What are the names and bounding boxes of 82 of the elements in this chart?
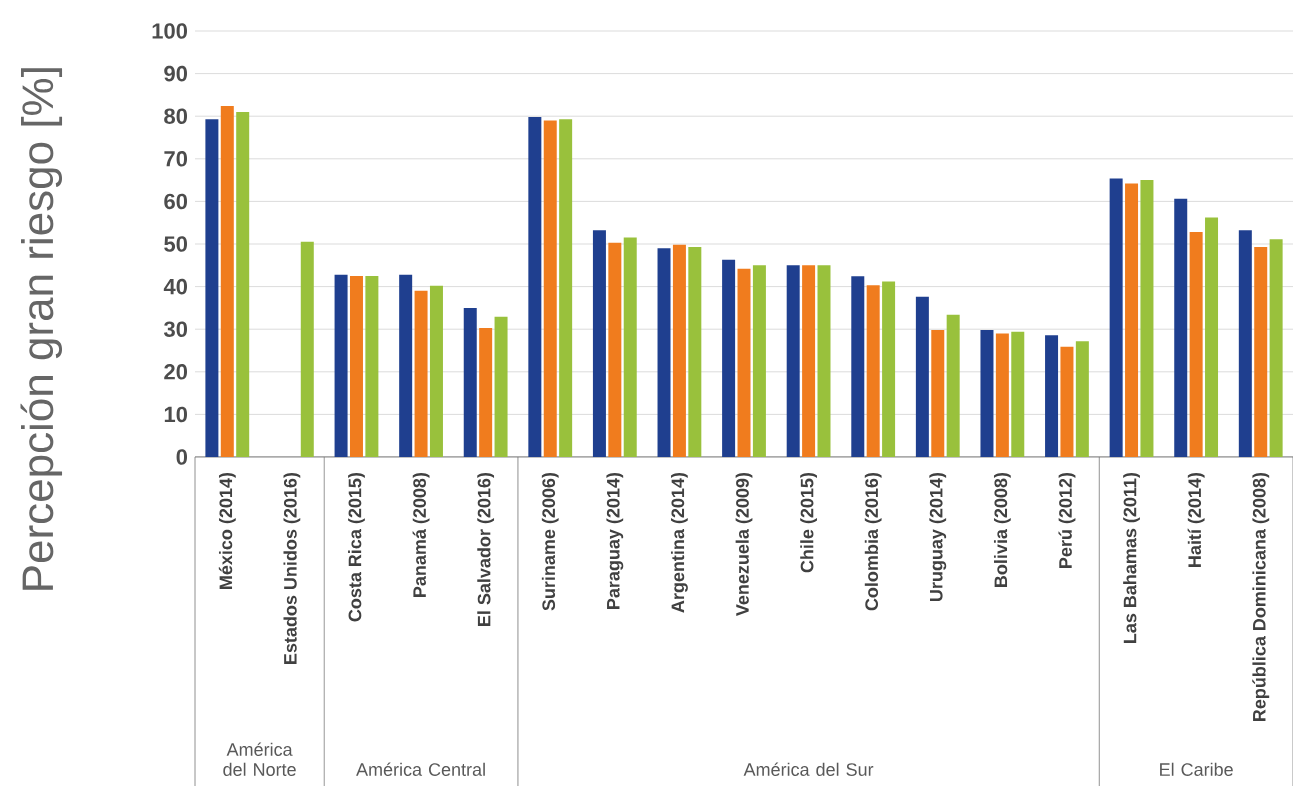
bar: [623, 237, 637, 457]
bar: [946, 314, 960, 457]
bar: [931, 330, 945, 457]
bar: [1189, 232, 1203, 457]
x-tick-label: Paraguay (2014): [606, 472, 624, 609]
bar: [399, 274, 413, 457]
x-tick-label: El Salvador (2016): [477, 472, 495, 626]
y-tick-label: 0: [176, 449, 188, 465]
bar: [1011, 331, 1025, 457]
bar: [559, 119, 573, 457]
bar: [236, 111, 250, 457]
y-tick-label: 50: [164, 236, 188, 252]
bar: [479, 327, 493, 457]
bar: [1075, 341, 1089, 457]
bar: [463, 307, 477, 457]
x-tick-label: México (2014): [218, 472, 236, 589]
bar: [866, 285, 880, 457]
x-tick-label: Venezuela (2009): [735, 472, 753, 617]
x-tick-label: Panamá (2008): [412, 472, 430, 597]
bar: [688, 246, 702, 457]
y-tick-label: 80: [164, 108, 188, 124]
bar: [1140, 180, 1154, 457]
x-tick-label: Uruguay (2014): [929, 472, 947, 602]
bar: [300, 241, 314, 457]
bar: [1205, 217, 1219, 457]
bar: [980, 330, 994, 457]
bar: [995, 333, 1009, 457]
bar: [414, 290, 428, 457]
bar: [851, 276, 865, 457]
bar: [494, 316, 508, 457]
bar: [1060, 346, 1074, 457]
x-tick-label: Suriname (2006): [541, 472, 559, 611]
bar: [205, 119, 219, 457]
bar: [1254, 246, 1268, 457]
bar: [802, 265, 816, 457]
text: El Caribe: [1160, 762, 1233, 776]
x-tick-label: Estados Unidos (2016): [283, 472, 301, 664]
text: América del Norte: [223, 742, 296, 776]
y-tick-label: 30: [163, 321, 188, 337]
x-tick-label: Bolivia (2008): [993, 472, 1011, 587]
bar: [592, 230, 606, 457]
bar: [737, 268, 751, 457]
y-axis-title: Percepción gran riesgo [%]: [20, 68, 63, 590]
bar: [657, 248, 671, 457]
bar: [817, 265, 831, 457]
bar: [1045, 335, 1059, 457]
y-tick-label: 20: [164, 364, 188, 380]
y-tick-label: 70: [164, 151, 188, 167]
bar: [672, 244, 686, 457]
bar: [429, 285, 443, 457]
text: América del Sur: [743, 762, 874, 776]
bar: [220, 105, 234, 457]
bar: [1125, 183, 1139, 457]
bar: [608, 242, 622, 457]
y-tick-label: 100: [152, 23, 188, 39]
x-tick-label: República Dominicana (2008): [1252, 472, 1270, 721]
y-tick-label: 90: [164, 65, 188, 82]
bar: [752, 265, 766, 457]
bar: [543, 120, 557, 457]
bar: [1238, 230, 1252, 457]
text: América Central: [356, 762, 485, 776]
x-tick-label: Argentina (2014): [670, 472, 688, 613]
bar: [915, 296, 929, 457]
bar: [365, 275, 379, 457]
x-tick-label: Costa Rica (2015): [348, 472, 365, 622]
bar: [349, 275, 363, 457]
bar: [722, 259, 736, 457]
bar: [334, 274, 348, 457]
bar: [786, 265, 800, 457]
x-tick-label: Las Bahamas (2011): [1123, 472, 1140, 643]
y-tick-label: 10: [164, 406, 188, 423]
bar: [1269, 239, 1283, 457]
y-tick-label: 60: [164, 193, 188, 210]
x-tick-label: Haití (2014): [1187, 472, 1205, 567]
y-tick-label: 40: [163, 278, 188, 295]
x-tick-label: Chile (2015): [800, 472, 817, 573]
x-tick-label: Perú (2012): [1058, 472, 1076, 568]
bar: [1109, 178, 1123, 457]
x-tick-label: Colombia (2016): [864, 472, 882, 611]
bar: [882, 281, 896, 457]
bar: [1174, 198, 1188, 457]
bar: [528, 117, 542, 457]
